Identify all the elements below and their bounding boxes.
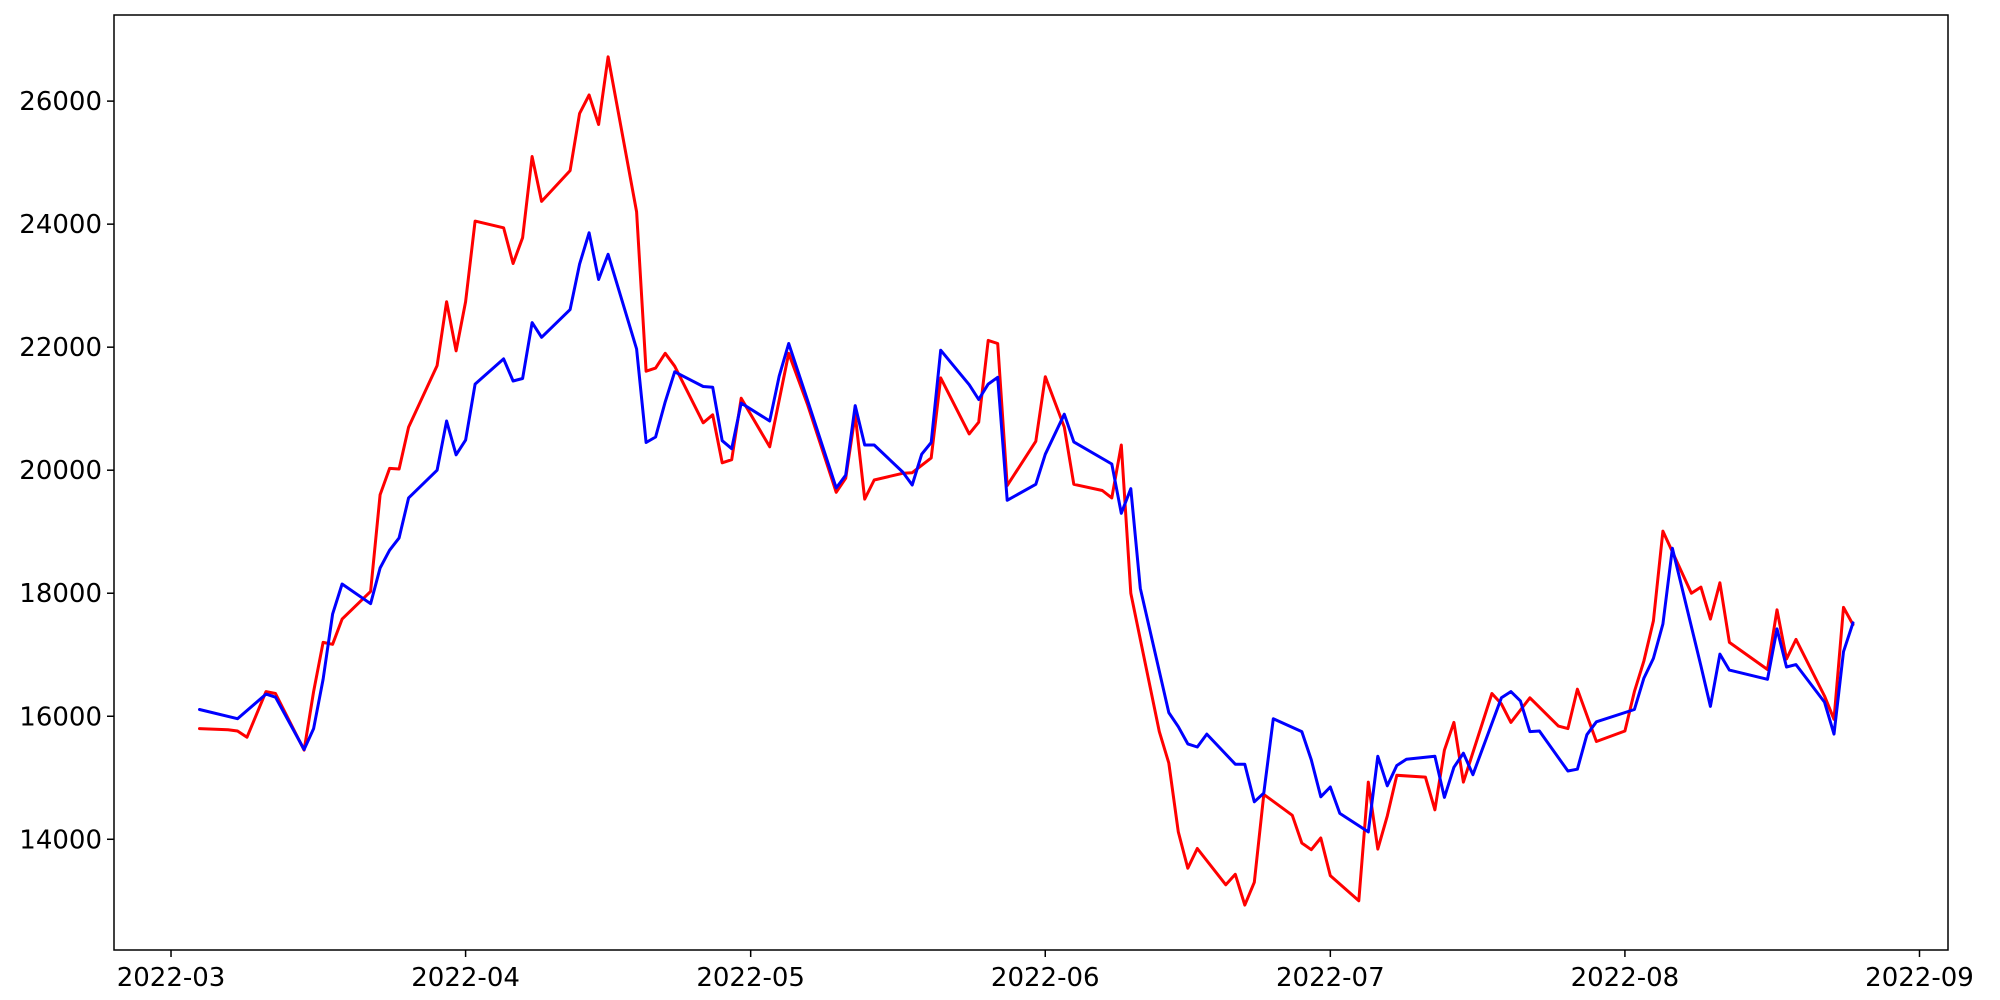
y-tick-label: 26000 [19,87,102,117]
y-axis: 14000 16000 18000 20000 22000 24000 26000 [19,87,114,855]
series-line-red [198,55,1855,907]
y-tick-label: 14000 [19,825,102,855]
series-group [198,55,1855,907]
y-tick-label: 20000 [19,456,102,486]
x-tick-label: 2022-05 [696,963,805,993]
x-tick-label: 2022-04 [411,963,520,993]
plot-frame [113,14,1949,951]
x-tick-label: 2022-07 [1276,963,1385,993]
y-tick-label: 22000 [19,333,102,363]
x-tick-label: 2022-09 [1865,963,1974,993]
y-tick-label: 16000 [19,702,102,732]
x-tick-label: 2022-03 [117,963,226,993]
y-tick-label: 18000 [19,579,102,609]
y-tick-label: 24000 [19,210,102,240]
series-line-blue [198,231,1855,834]
x-tick-label: 2022-08 [1571,963,1680,993]
x-tick-label: 2022-06 [991,963,1100,993]
x-axis: 2022-03 2022-04 2022-05 2022-06 2022-07 2022-… [117,950,1974,993]
